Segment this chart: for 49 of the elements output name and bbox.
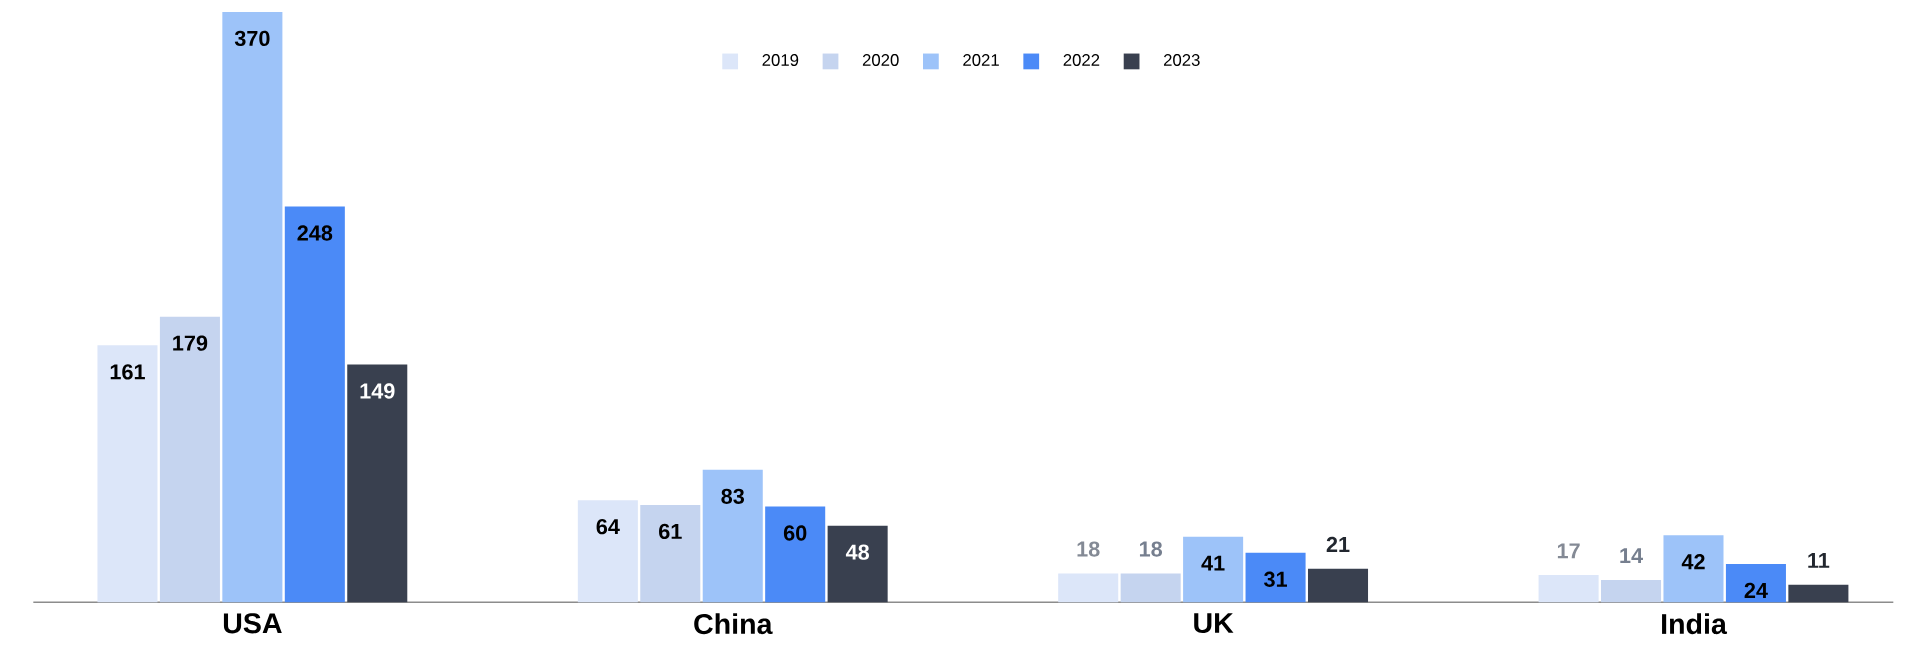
bar [1245,553,1306,603]
data-label: 48 [845,544,870,561]
bar [640,505,701,603]
legend-label: 2021 [963,54,999,67]
legend-label: 2020 [862,54,899,67]
x-tick-label: UK [1194,613,1234,634]
data-label: 161 [110,364,145,380]
data-label: 17 [1557,543,1580,559]
data-label: 24 [1744,583,1768,599]
bar [1601,580,1662,603]
bar [1788,584,1849,603]
data-label: 248 [297,225,333,241]
data-label: 14 [1620,548,1643,564]
bar [222,12,283,603]
data-label: 83 [721,488,745,505]
bar [1663,535,1724,603]
data-label: 18 [1139,541,1163,557]
bar [765,506,826,603]
data-label: 11 [1808,553,1830,569]
data-label: 42 [1681,554,1705,570]
data-label: 31 [1264,571,1287,588]
bar [284,206,345,603]
bar [97,345,158,603]
bar [1725,564,1786,603]
data-label: 21 [1326,537,1350,553]
legend-label: 2022 [1063,54,1100,67]
x-tick-label: China [694,613,773,635]
data-label: 18 [1077,541,1100,557]
bar [1183,537,1244,603]
data-label: 149 [360,383,395,399]
bar [1058,573,1119,603]
x-tick-label: India [1662,613,1728,635]
data-label: 64 [596,519,620,535]
legend-label: 2019 [762,54,799,67]
bar [1307,568,1369,603]
data-label: 41 [1201,555,1225,571]
bar [159,316,220,603]
data-label: 179 [173,335,208,352]
bar [1120,573,1181,603]
bar [347,364,408,603]
bar [577,500,638,603]
bar [827,525,888,603]
data-label: 370 [234,30,270,47]
data-label: 61 [659,523,682,540]
data-label: 60 [783,525,807,541]
bar [702,470,763,603]
x-tick-label: USA [223,613,282,634]
legend-label: 2023 [1163,54,1200,67]
bar [1538,575,1599,603]
